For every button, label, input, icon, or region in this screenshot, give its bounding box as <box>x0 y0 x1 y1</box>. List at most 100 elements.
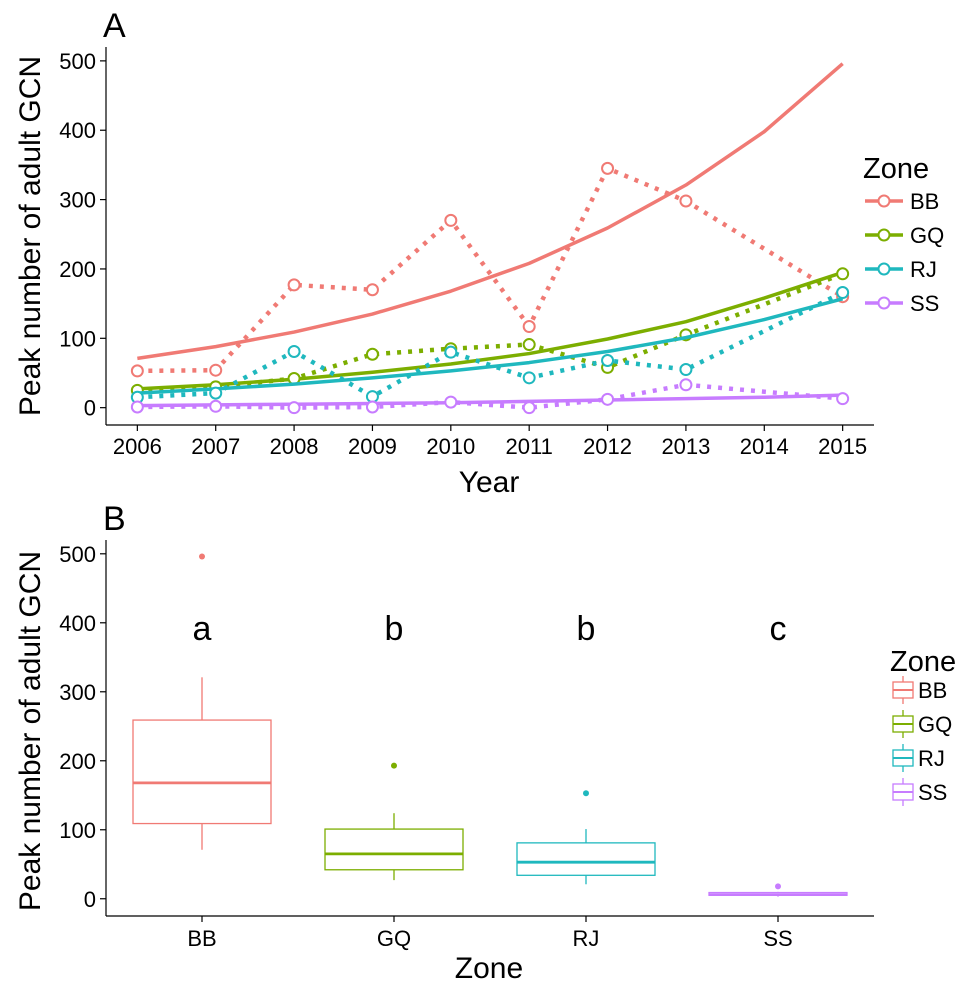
series-ss-point <box>287 401 301 415</box>
panel-a-x-tick-label: 2007 <box>191 434 240 459</box>
legend-bb-marker <box>877 194 891 208</box>
series-rj-point <box>287 344 301 358</box>
panel-b-label: B <box>103 500 126 538</box>
panel-a-x-axis-title: Year <box>459 466 520 499</box>
significance-letter: b <box>385 610 404 648</box>
series-gq-point <box>365 347 379 361</box>
series-ss-fitted-line <box>137 393 843 408</box>
panel-a-x-tick-label: 2009 <box>348 434 397 459</box>
series-bb-point <box>522 320 536 334</box>
series-bb-point <box>365 283 379 297</box>
series-bb-point <box>209 363 223 377</box>
panel-a: A Peak number of adult GCN Year 0 100 200 3… <box>14 7 944 499</box>
panel-a-x-tick-label: 2006 <box>113 434 162 459</box>
series-ss-point <box>444 395 458 409</box>
series-rj-point <box>209 386 223 400</box>
series-rj-point <box>365 390 379 404</box>
legend-gq-marker <box>877 228 891 242</box>
panel-b: B Peak number of adult GCN Zone 0 100 200 3… <box>14 500 956 985</box>
legend-bb-label: BB <box>910 189 939 214</box>
panel-a-y-axis-title: Peak number of adult GCN <box>14 56 47 416</box>
series-rj-point <box>679 363 693 377</box>
panel-a-x-tick-label: 2014 <box>740 434 789 459</box>
series-rj-observed-line <box>137 290 844 400</box>
panel-a-y-tick-label: 200 <box>59 257 96 282</box>
series-gq-point <box>836 267 850 281</box>
panel-a-data <box>130 62 850 415</box>
series-gq-observed-line <box>137 271 844 393</box>
legend-ss-label: SS <box>910 291 939 316</box>
significance-letter: c <box>770 610 787 648</box>
box-rj-outlier <box>583 790 589 797</box>
panel-a-x-tick-label: 2010 <box>426 434 475 459</box>
legend-gq-label: GQ <box>918 712 952 737</box>
series-gq-point <box>522 338 536 352</box>
panel-a-label: A <box>103 7 126 45</box>
significance-letter: a <box>193 610 212 648</box>
panel-b-y-tick-label: 400 <box>59 611 96 636</box>
panel-a-y-tick-label: 300 <box>59 188 96 213</box>
series-rj-point <box>836 286 850 300</box>
series-bb-point <box>601 161 615 175</box>
panel-b-y-tick-label: 500 <box>59 542 96 567</box>
box-ss-outlier <box>775 883 781 890</box>
panel-a-x-tick-label: 2011 <box>506 434 553 459</box>
legend-rj-label: RJ <box>918 746 945 771</box>
series-rj-point <box>444 345 458 359</box>
panel-a-y-tick-label: 0 <box>84 396 96 421</box>
panel-b-y-tick-label: 200 <box>59 749 96 774</box>
panel-b-x-tick-label: SS <box>763 926 792 951</box>
panel-b-x-axis-title: Zone <box>455 952 523 985</box>
panel-a-legend: Zone BB GQ RJ SS <box>863 153 944 316</box>
series-bb-fitted-line <box>137 62 844 361</box>
legend-rj-marker <box>877 262 891 276</box>
box-bb-outlier <box>199 553 205 560</box>
series-rj-point <box>522 371 536 385</box>
series-rj-point <box>601 353 615 367</box>
panel-b-y-tick-label: 100 <box>59 818 96 843</box>
series-ss-point <box>209 399 223 413</box>
series-ss-point <box>836 392 850 406</box>
legend-rj-label: RJ <box>910 257 937 282</box>
series-rj-fitted-line <box>137 297 844 395</box>
series-bb-point <box>444 213 458 227</box>
panel-a-x-tick-label: 2015 <box>818 434 867 459</box>
series-ss-point <box>522 401 536 415</box>
panel-b-legend-title: Zone <box>890 646 956 678</box>
panel-b-legend: Zone BB GQ RJ SS <box>890 646 956 806</box>
panel-b-y-tick-label: 0 <box>84 887 96 912</box>
panel-b-y-tick-label: 300 <box>59 680 96 705</box>
series-bb-point <box>287 278 301 292</box>
panel-a-y-tick-label: 400 <box>59 118 96 143</box>
panel-a-y-tick-label: 500 <box>59 49 96 74</box>
legend-bb-label: BB <box>918 678 947 703</box>
panel-a-x-tick-label: 2012 <box>583 434 632 459</box>
box-gq-box <box>324 828 464 871</box>
panel-b-x-tick-label: BB <box>187 926 216 951</box>
panel-b-x-tick-label: RJ <box>573 926 600 951</box>
series-ss-point <box>679 378 693 392</box>
legend-gq-label: GQ <box>910 223 944 248</box>
series-bb-point <box>679 194 693 208</box>
panel-a-legend-title: Zone <box>863 153 929 185</box>
panel-a-x-tick-label: 2008 <box>270 434 319 459</box>
legend-ss-marker <box>877 296 891 310</box>
panel-b-axes: 0 100 200 300 400 500 BB GQ RJ SS <box>59 540 874 951</box>
panel-a-x-tick-label: 2013 <box>661 434 710 459</box>
series-gq-fitted-line <box>137 270 844 391</box>
series-ss-point <box>601 392 615 406</box>
box-bb-box <box>132 719 272 825</box>
panel-a-axes: 0 100 200 300 400 500 2006 2007 2008 2009 2010 2011… <box>59 47 874 459</box>
panel-b-y-axis-title: Peak number of adult GCN <box>14 551 47 911</box>
legend-ss-label: SS <box>918 780 947 805</box>
series-ss-point <box>365 400 379 414</box>
panel-b-x-tick-label: GQ <box>377 926 411 951</box>
series-bb-point <box>130 364 144 378</box>
box-gq-outlier <box>391 762 397 769</box>
significance-letter: b <box>577 610 596 648</box>
series-ss-point <box>130 400 144 414</box>
panel-a-y-tick-label: 100 <box>59 326 96 351</box>
box-rj-box <box>516 842 656 876</box>
